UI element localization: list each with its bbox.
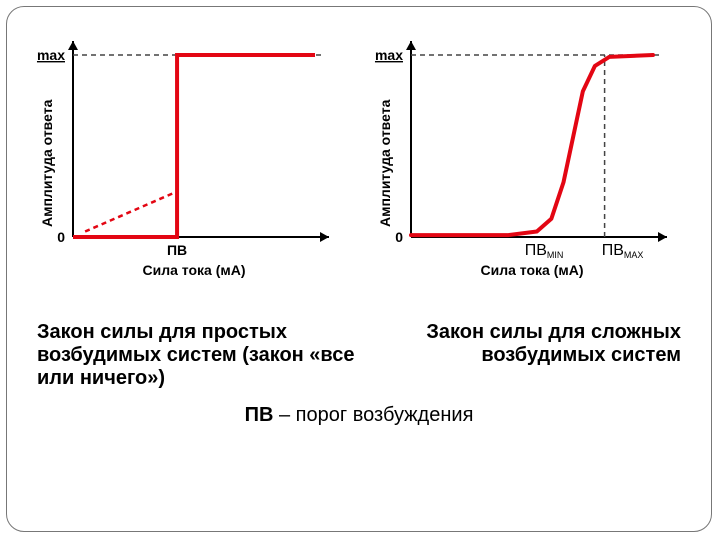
caption-left: Закон силы для простых возбудимых систем… — [37, 321, 357, 390]
svg-text:Сила тока (мА): Сила тока (мА) — [481, 262, 584, 278]
svg-text:Сила тока (мА): Сила тока (мА) — [143, 262, 246, 278]
chart1-ylabel: Амплитуда ответа — [39, 100, 55, 227]
svg-text:0: 0 — [395, 229, 403, 245]
svg-text:0: 0 — [57, 229, 65, 245]
footer-def: ПВ – порог возбуждения — [7, 390, 711, 427]
footer-abbr: ПВ — [245, 404, 274, 426]
slide-frame: Амплитуда ответа max 0 ПВ Сила тока (мА) Ам… — [6, 6, 712, 532]
caption-right: Закон силы для сложных возбудимых систем — [361, 321, 681, 390]
svg-text:max: max — [37, 47, 65, 63]
svg-text:ПВMAX: ПВMAX — [602, 242, 644, 260]
svg-text:ПВMIN: ПВMIN — [525, 242, 564, 260]
chart2-ylabel: Амплитуда ответа — [377, 100, 393, 227]
chart-complex: Амплитуда ответа max 0 ПВMIN ПВMAX Сила тока… — [363, 27, 693, 307]
footer-text: – порог возбуждения — [273, 404, 473, 426]
svg-text:ПВ: ПВ — [167, 242, 187, 258]
chart1-svg: max 0 ПВ Сила тока (мА) — [25, 27, 355, 307]
charts-row: Амплитуда ответа max 0 ПВ Сила тока (мА) Ам… — [7, 7, 711, 307]
chart2-svg: max 0 ПВMIN ПВMAX Сила тока (мА) — [363, 27, 693, 307]
svg-text:max: max — [375, 47, 403, 63]
chart-simple: Амплитуда ответа max 0 ПВ Сила тока (мА) — [25, 27, 355, 307]
caption-row: Закон силы для простых возбудимых систем… — [7, 307, 711, 390]
